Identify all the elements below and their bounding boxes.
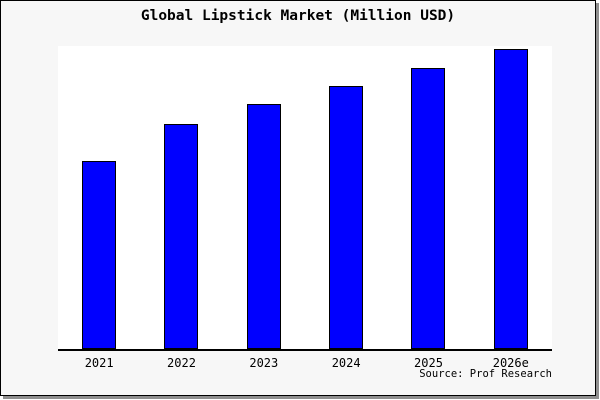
- bar-2026e: [493, 49, 528, 349]
- plot-area: 2021 2022 2023 2024 2025 2026e: [58, 46, 552, 370]
- bar-group-2024: 2024: [305, 46, 387, 370]
- bar-2022: [164, 124, 199, 349]
- x-tick-label-2026e: 2026e: [492, 356, 529, 370]
- bar-group-2026e: 2026e: [470, 46, 552, 370]
- chart-title: Global Lipstick Market (Million USD): [140, 8, 456, 24]
- x-tick-label-2021: 2021: [84, 356, 114, 370]
- bar-2023: [246, 104, 281, 349]
- bar-group-2022: 2022: [140, 46, 222, 370]
- x-tick-label-2024: 2024: [331, 356, 361, 370]
- x-tick-label-2022: 2022: [167, 356, 196, 370]
- bar-group-2021: 2021: [58, 46, 140, 370]
- bar-group-2023: 2023: [223, 46, 305, 370]
- x-tick-label-2025: 2025: [414, 356, 443, 370]
- bar-2021: [82, 161, 117, 349]
- bar-2025: [411, 68, 446, 349]
- bar-2024: [329, 86, 364, 349]
- bar-group-2025: 2025: [387, 46, 469, 370]
- source-note: Source: Prof Research: [419, 368, 552, 380]
- x-tick-label-2023: 2023: [249, 356, 279, 370]
